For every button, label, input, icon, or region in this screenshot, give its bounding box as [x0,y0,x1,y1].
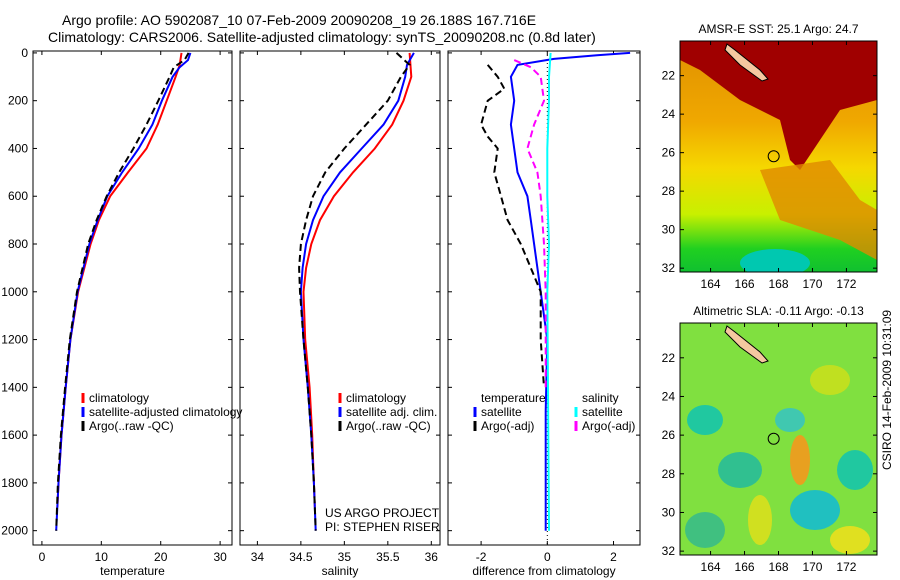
series-line-climatology [302,52,413,507]
x-tick-label: 34 [251,550,265,564]
legend-label: Argo(..raw -QC) [89,419,174,433]
project-annotation: PI: STEPHEN RISER [325,520,440,534]
y-tick-label: 1600 [1,428,28,442]
legend-label: climatology [89,391,149,405]
y-tick-label: 800 [8,237,28,251]
x-tick-label: 2 [610,550,617,564]
y-tick-label: 1200 [1,333,28,347]
x-tick-label: 0 [39,550,46,564]
x-tick-label: -2 [476,550,487,564]
series-line-argo-raw-qc- [298,52,411,531]
figure-title-line2: Climatology: CARS2006. Satellite-adjuste… [48,29,596,45]
y-tick-label: 22 [662,69,676,83]
series-line-satellite-adj-clim- [299,52,415,531]
x-tick-label: 168 [768,277,788,291]
y-tick-label: 30 [662,505,676,519]
x-axis-label: temperature [100,564,165,578]
y-tick-label: 30 [662,223,676,237]
series-line-argo-raw-qc- [55,52,190,531]
x-tick-label: 172 [836,560,856,574]
y-tick-label: 28 [662,184,676,198]
legend-header: salinity [582,391,619,405]
x-tick-label: 36 [425,550,439,564]
legend-label: Argo(..raw -QC) [346,419,431,433]
y-tick-label: 24 [662,107,676,121]
legend-label: climatology [346,391,406,405]
x-tick-label: 170 [802,560,822,574]
x-tick-label: 30 [213,550,227,564]
x-tick-label: 166 [735,277,755,291]
project-annotation: US ARGO PROJECT [325,506,440,520]
argo-location-marker [767,150,780,163]
y-tick-label: 1400 [1,380,28,394]
x-tick-label: 35 [338,550,352,564]
x-axis-label: salinity [322,564,359,578]
x-tick-label: 170 [802,277,822,291]
y-tick-label: 22 [662,351,676,365]
y-tick-label: 26 [662,146,676,160]
plot-frame-1 [239,50,441,546]
legend-label: satellite-adjusted climatology [89,405,242,419]
x-tick-label: 166 [735,560,755,574]
y-tick-label: 26 [662,428,676,442]
legend-label: satellite [481,405,522,419]
x-tick-label: 0 [544,550,551,564]
x-tick-label: 10 [95,550,109,564]
x-tick-label: 168 [768,560,788,574]
y-tick-label: 1800 [1,476,28,490]
series-line-temperature-argo-adj- [480,64,545,388]
y-tick-label: 600 [8,189,28,203]
legend-label: satellite adj. clim. [346,405,437,419]
series-line-climatology [56,52,183,507]
legend-label: Argo(-adj) [481,419,534,433]
x-axis-label: difference from climatology [472,564,615,578]
y-tick-label: 200 [8,94,28,108]
argo-location-marker [767,432,780,445]
map-title: Altimetric SLA: -0.11 Argo: -0.13 [693,304,864,318]
series-line-salinity-argo-adj- [513,59,547,388]
plot-frame-0 [32,50,233,546]
sst-map [680,41,877,272]
legend-label: satellite [582,405,623,419]
legend-header: temperature [481,391,546,405]
y-tick-label: 400 [8,141,28,155]
legend-label: Argo(-adj) [582,419,635,433]
y-tick-label: 24 [662,389,676,403]
series-line-temperature-satellite [509,51,631,531]
sla-map [680,323,877,555]
x-tick-label: 20 [154,550,168,564]
y-tick-label: 0 [21,46,28,60]
x-tick-label: 164 [701,560,721,574]
credit-timestamp: CSIRO 14-Feb-2009 10:31:09 [880,309,894,470]
series-line-salinity-satellite [546,52,552,531]
x-tick-label: 35.5 [376,550,400,564]
x-tick-label: 34.5 [289,550,313,564]
y-tick-label: 28 [662,467,676,481]
y-tick-label: 1000 [1,285,28,299]
map-title: AMSR-E SST: 25.1 Argo: 24.7 [698,22,858,36]
figure-title-line1: Argo profile: AO 5902087_10 07-Feb-2009 … [62,12,537,28]
x-tick-label: 172 [836,277,856,291]
x-tick-label: 164 [701,277,721,291]
y-tick-label: 32 [662,544,676,558]
y-tick-label: 32 [662,261,676,275]
plot-frame-2 [447,50,641,546]
y-tick-label: 2000 [1,524,28,538]
